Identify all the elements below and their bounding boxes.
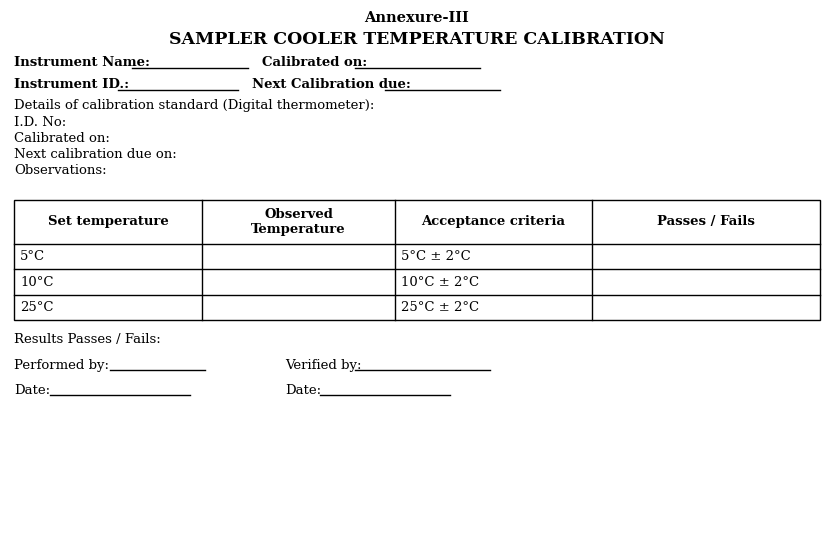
Text: Calibrated on:: Calibrated on: [262, 57, 367, 70]
Bar [14, 200, 820, 320]
Text: Next calibration due on:: Next calibration due on: [14, 148, 177, 160]
Text: Observed
Temperature: Observed Temperature [252, 208, 346, 236]
Text: I.D. No:: I.D. No: [14, 115, 67, 128]
Text: Performed by:: Performed by: [14, 358, 109, 372]
Text: Annexure-III: Annexure-III [364, 11, 469, 25]
Text: Details of calibration standard (Digital thermometer):: Details of calibration standard (Digital… [14, 99, 374, 113]
Text: Acceptance criteria: Acceptance criteria [421, 216, 566, 228]
Text: Next Calibration due:: Next Calibration due: [252, 79, 411, 92]
Text: 5°C: 5°C [20, 250, 45, 263]
Text: SAMPLER COOLER TEMPERATURE CALIBRATION: SAMPLER COOLER TEMPERATURE CALIBRATION [168, 31, 665, 48]
Text: 5°C ± 2°C: 5°C ± 2°C [401, 250, 471, 263]
Text: Results Passes / Fails:: Results Passes / Fails: [14, 333, 161, 346]
Text: Set temperature: Set temperature [47, 216, 168, 228]
Text: Date:: Date: [285, 384, 322, 396]
Text: 10°C ± 2°C: 10°C ± 2°C [401, 276, 479, 289]
Text: 25°C ± 2°C: 25°C ± 2°C [401, 301, 479, 314]
Text: Passes / Fails: Passes / Fails [657, 216, 755, 228]
Text: 25°C: 25°C [20, 301, 53, 314]
Text: Instrument Name:: Instrument Name: [14, 57, 150, 70]
Text: 10°C: 10°C [20, 276, 53, 289]
Text: Calibrated on:: Calibrated on: [14, 132, 110, 144]
Text: Instrument ID.:: Instrument ID.: [14, 79, 129, 92]
Text: Date:: Date: [14, 384, 50, 396]
Text: Observations:: Observations: [14, 164, 107, 176]
Text: Verified by:: Verified by: [285, 358, 362, 372]
